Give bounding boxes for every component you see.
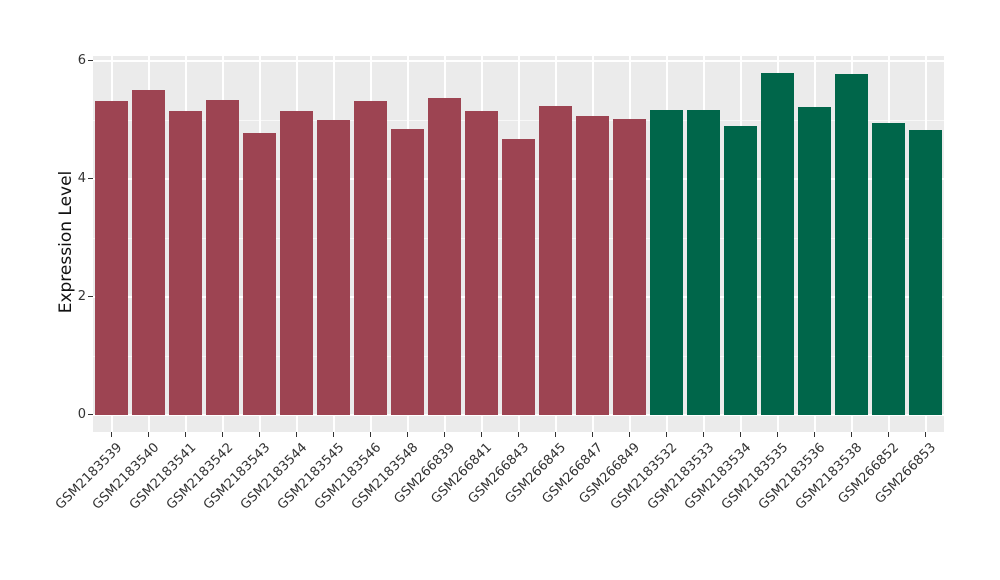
bar-GSM266849: [612, 119, 647, 415]
y-tick-mark: [88, 296, 93, 298]
x-tick-mark: [554, 432, 557, 437]
x-tick-mark: [628, 432, 631, 437]
x-tick-mark: [850, 432, 853, 437]
x-tick-mark: [739, 432, 742, 437]
bar-GSM2183545: [316, 119, 351, 415]
bar-GSM2183533: [686, 110, 721, 415]
x-tick-mark: [295, 432, 298, 437]
bar-GSM2183534: [723, 126, 758, 415]
bar-GSM266839: [427, 98, 462, 415]
gridline-major: [93, 413, 944, 416]
x-tick-mark: [665, 432, 668, 437]
y-tick-label: 0: [77, 407, 86, 423]
bar-GSM2183543: [242, 132, 277, 415]
y-tick-mark: [88, 60, 93, 62]
x-tick-mark: [702, 432, 705, 437]
bar-GSM266845: [538, 105, 573, 415]
x-tick-mark: [924, 432, 927, 437]
bar-GSM2183542: [205, 100, 240, 415]
y-tick-label: 6: [77, 53, 86, 69]
plot-panel: [93, 56, 944, 432]
x-tick-mark: [813, 432, 816, 437]
bar-GSM2183535: [760, 73, 795, 415]
x-tick-mark: [258, 432, 261, 437]
bar-GSM2183544: [279, 111, 314, 415]
bar-GSM2183539: [94, 101, 129, 415]
bar-GSM2183541: [168, 111, 203, 415]
gridline-major: [93, 59, 944, 62]
bar-GSM2183532: [649, 110, 684, 415]
bar-GSM2183548: [390, 129, 425, 415]
bar-GSM2183536: [797, 107, 832, 415]
bar-GSM266847: [575, 115, 610, 415]
x-tick-mark: [517, 432, 520, 437]
x-tick-mark: [591, 432, 594, 437]
x-tick-mark: [221, 432, 224, 437]
bar-GSM2183540: [131, 90, 166, 415]
bar-GSM266853: [908, 129, 943, 415]
y-tick-mark: [88, 178, 93, 180]
y-tick-label: 4: [77, 171, 86, 187]
y-tick-label: 2: [77, 289, 86, 305]
x-tick-mark: [887, 432, 890, 437]
bar-GSM2183538: [834, 74, 869, 415]
x-tick-mark: [369, 432, 372, 437]
y-tick-mark: [88, 414, 93, 416]
x-tick-mark: [776, 432, 779, 437]
x-tick-mark: [110, 432, 113, 437]
bar-GSM266843: [501, 138, 536, 415]
x-tick-mark: [147, 432, 150, 437]
x-tick-mark: [332, 432, 335, 437]
x-tick-mark: [443, 432, 446, 437]
bar-GSM2183546: [353, 100, 388, 415]
x-tick-mark: [480, 432, 483, 437]
bar-GSM266852: [871, 122, 906, 415]
x-tick-mark: [406, 432, 409, 437]
gridline-minor: [93, 119, 944, 121]
x-tick-mark: [184, 432, 187, 437]
bar-GSM266841: [464, 110, 499, 415]
